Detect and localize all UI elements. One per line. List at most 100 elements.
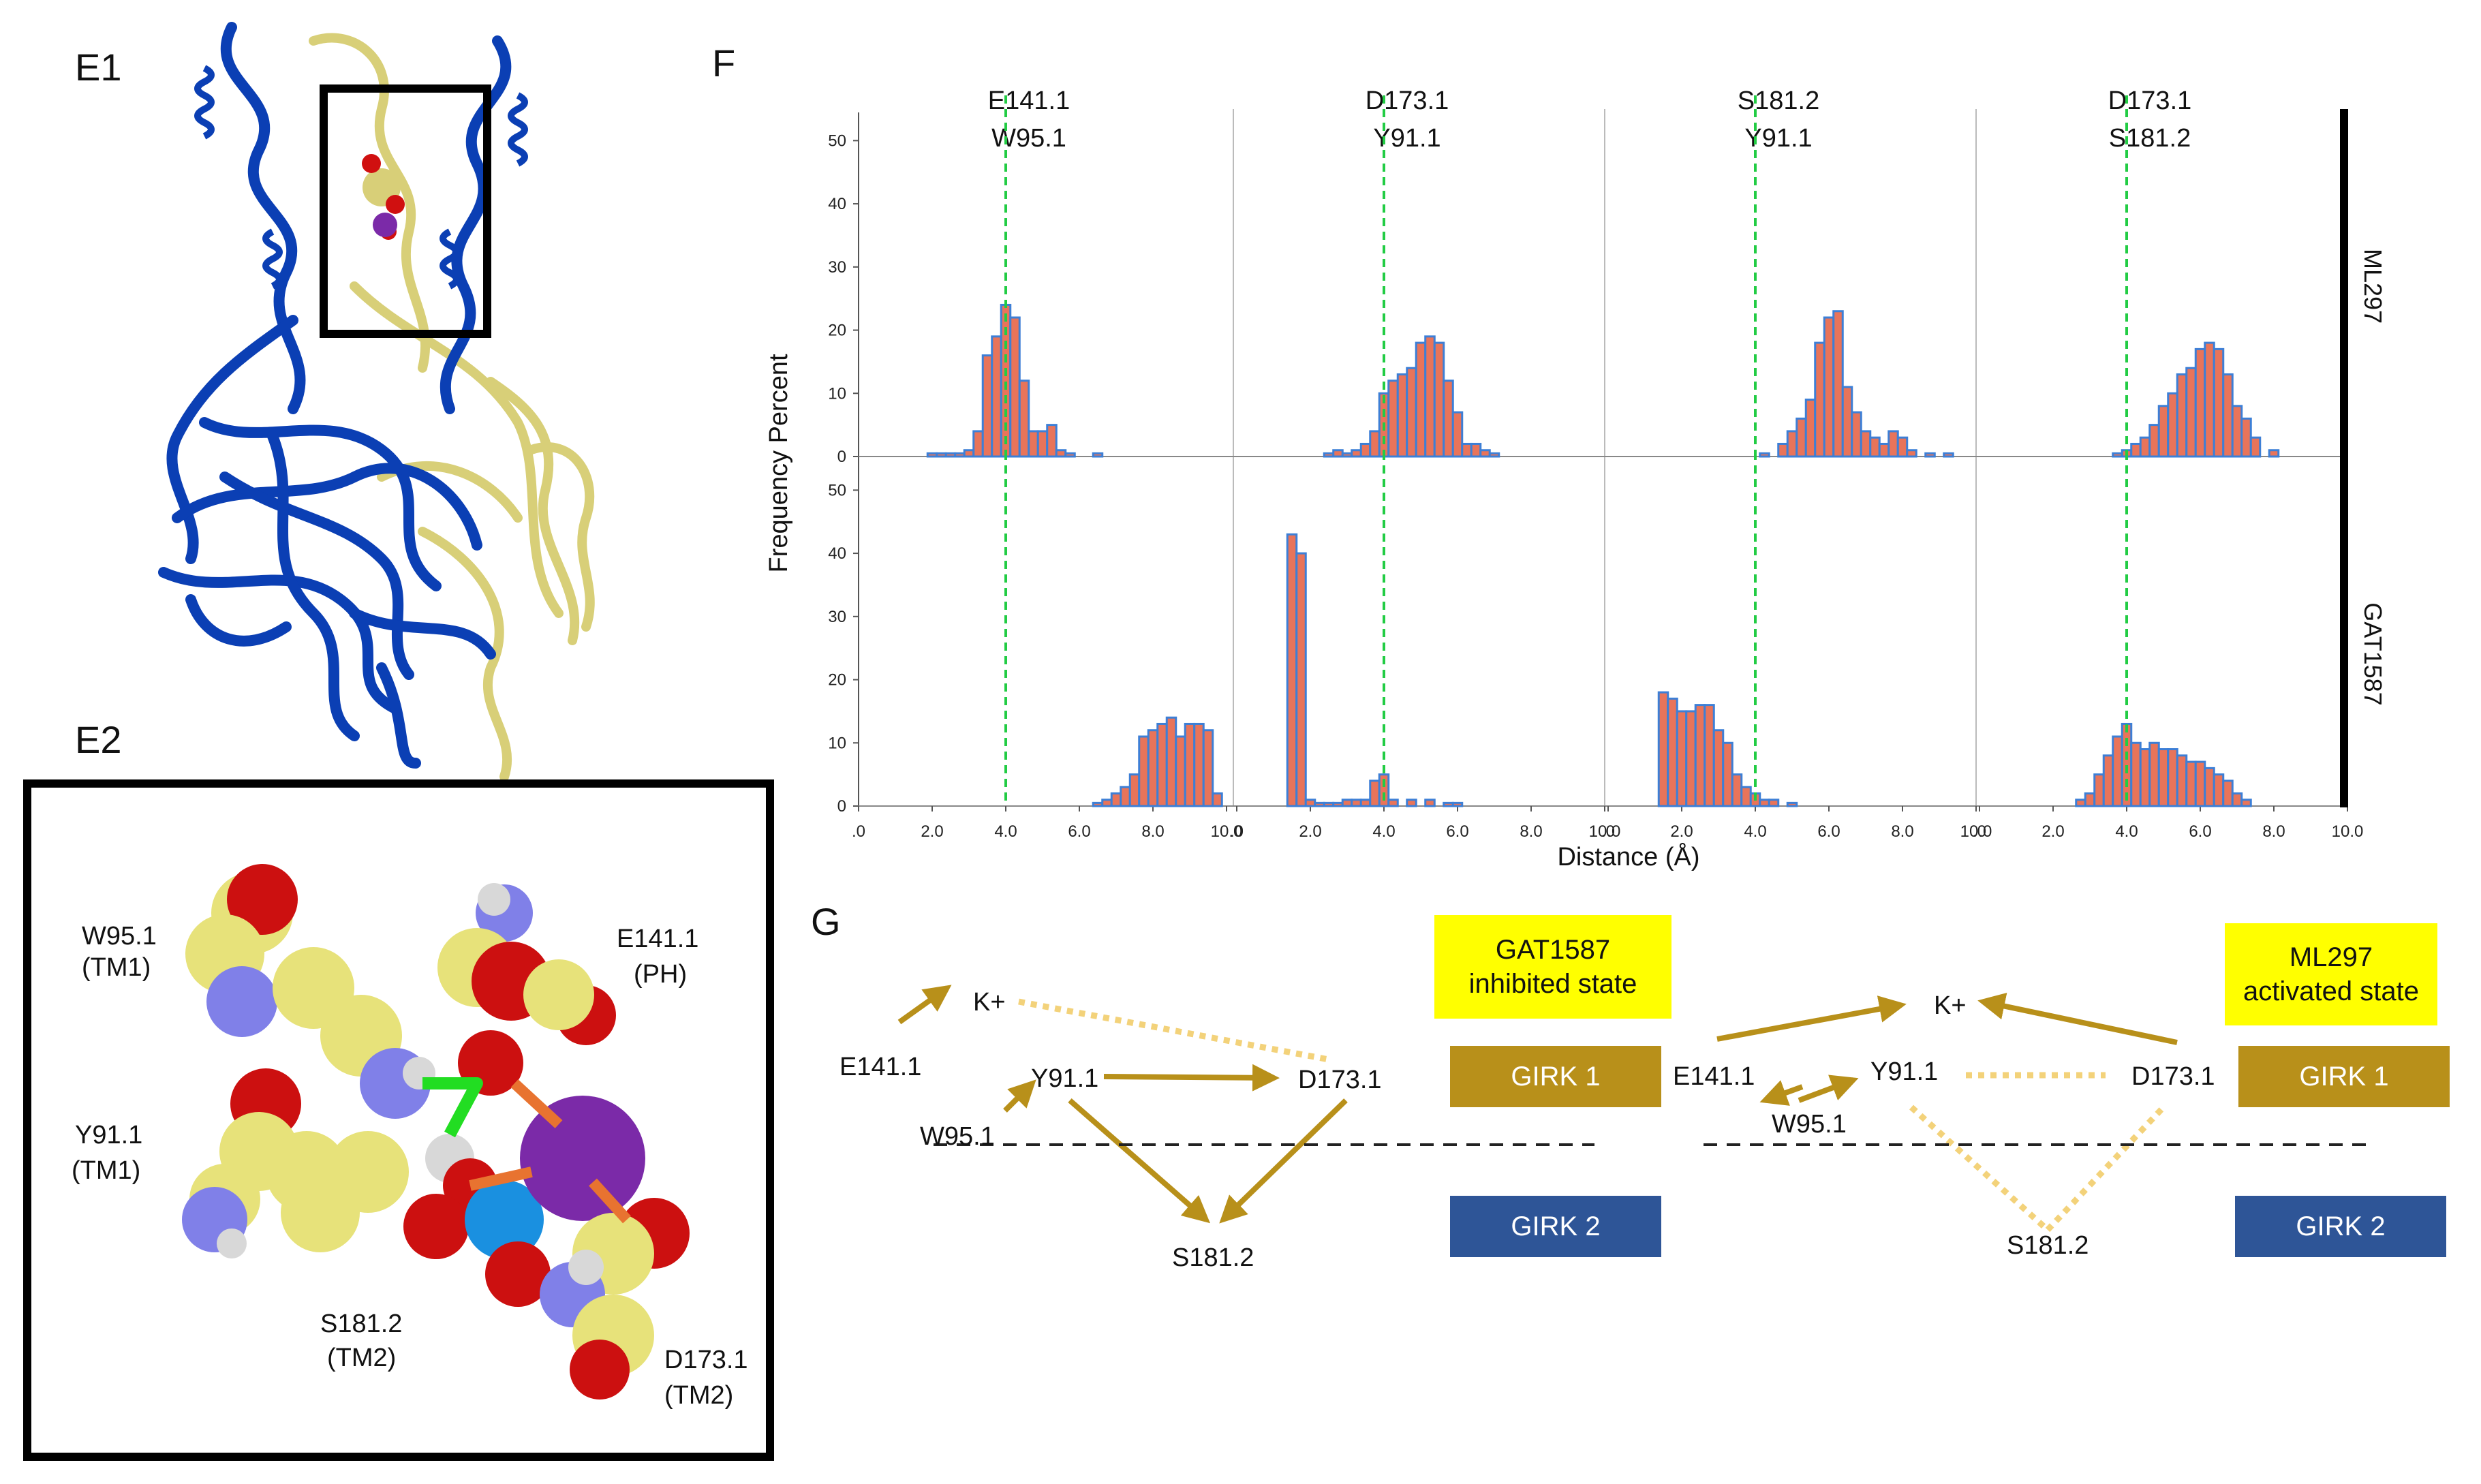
girk2-box-right: GIRK 2: [2235, 1196, 2446, 1257]
histogram-bar: [1304, 799, 1316, 807]
histogram-bar: [1396, 373, 1408, 458]
histogram-bar: [1667, 697, 1678, 807]
histogram-bar: [2112, 735, 2123, 807]
histogram-bar: [1202, 729, 1214, 807]
histogram-bar: [2157, 405, 2170, 458]
row-label-gat1587: GAT1587: [2359, 602, 2387, 705]
histogram-bar: [1887, 430, 1899, 458]
histogram-bar: [1451, 411, 1464, 458]
histogram-bar: [2194, 347, 2206, 458]
histogram-bar: [2213, 773, 2225, 807]
histogram-bar: [1906, 449, 1917, 458]
histogram-bar: [1018, 380, 1030, 458]
histogram-bar: [1777, 442, 1789, 458]
histogram-bar: [2240, 417, 2252, 458]
histogram-bar: [1823, 316, 1835, 458]
y-tick-label: 10: [828, 384, 846, 403]
histogram-bar: [1341, 799, 1353, 807]
histogram-bar: [1314, 801, 1325, 807]
histogram-bar: [1740, 786, 1752, 807]
histogram-bar: [1704, 704, 1715, 807]
histogram-bar: [1332, 801, 1344, 807]
histogram-bar: [2204, 767, 2215, 807]
histogram-bar: [1138, 735, 1150, 807]
histogram-bar: [1101, 799, 1113, 807]
histogram-bar: [944, 452, 957, 458]
histogram-bar: [1055, 449, 1067, 458]
histogram-bar: [2075, 799, 2086, 807]
residue-spacefill-illustration: [182, 864, 690, 1400]
histogram-bar: [1443, 380, 1454, 458]
g-left-s181: S181.2: [1172, 1243, 1254, 1272]
histogram-bar: [1832, 310, 1844, 458]
histogram-bar: [1110, 792, 1122, 807]
e2-label-e141-sub: (PH): [634, 960, 687, 989]
histogram-bar: [1387, 380, 1399, 458]
histogram-bar: [1286, 533, 1298, 807]
panel-label-e1: E1: [75, 46, 122, 89]
histogram-bar: [1175, 735, 1186, 807]
y-tick-label: 40: [828, 544, 846, 563]
histogram-bar: [1878, 442, 1890, 458]
histogram-bar: [2139, 748, 2151, 807]
gat1587-state-box: GAT1587 inhibited state: [1434, 915, 1671, 1019]
x-tick-label: 2.0: [1670, 822, 1693, 841]
e2-label-s181: S181.2: [320, 1310, 402, 1338]
x-tick-label: 4.0: [994, 822, 1017, 841]
girk1-box-right: GIRK 1: [2238, 1046, 2450, 1107]
y-tick-label: 30: [828, 258, 846, 277]
histogram-bar: [2148, 741, 2160, 807]
g-right-s181: S181.2: [2007, 1231, 2089, 1260]
histogram-bar: [1120, 786, 1131, 807]
gat1587-state-line2: inhibited state: [1468, 969, 1637, 999]
panel-label-g: G: [811, 900, 841, 943]
histogram-bar: [1128, 773, 1141, 807]
histogram-bar: [1759, 799, 1770, 807]
x-tick-label: 8.0: [1891, 822, 1913, 841]
histogram-bar: [1685, 710, 1697, 807]
histogram-bar: [1369, 430, 1381, 458]
g-right-network: [1704, 993, 2371, 1233]
histogram-bar: [1814, 341, 1825, 458]
x-tick-label: 2.0: [1299, 822, 1321, 841]
histogram-bar: [2176, 754, 2188, 807]
histogram-bar: [2194, 760, 2206, 807]
g-left-y91: Y91.1: [1031, 1064, 1098, 1093]
x-tick-label: 2.0: [2041, 822, 2064, 841]
e2-label-w95-sub: (TM1): [82, 953, 151, 982]
y-tick-label: 0: [837, 448, 846, 466]
histogram-bar: [1406, 799, 1417, 807]
histogram-bar: [972, 430, 984, 458]
y-tick-label: 30: [828, 608, 846, 626]
histogram-bar: [1193, 722, 1205, 807]
histogram-bar: [1461, 442, 1473, 458]
x-tick-label: 10.0: [1589, 822, 1621, 841]
histogram-bar: [1479, 449, 1491, 458]
histogram-bar: [2213, 347, 2225, 458]
histogram-bar: [2268, 449, 2280, 458]
histogram-bar: [1351, 799, 1362, 807]
girk2-box-left: GIRK 2: [1450, 1196, 1661, 1257]
histogram-grid: 0 10 20 30 40 50 0 10 20 30 40 50 E141.1 W95.1 .0 2.0 4.…: [828, 87, 2363, 841]
histogram-bar: [1943, 452, 1954, 458]
histogram-bar: [1712, 729, 1725, 807]
panel-label-e2: E2: [75, 718, 122, 761]
g-left-kplus: K+: [973, 988, 1006, 1017]
histogram-bar: [2112, 452, 2123, 458]
histogram-bar: [1415, 341, 1427, 458]
histogram-bar: [1424, 799, 1436, 807]
histogram-bar: [1860, 430, 1872, 458]
e2-label-w95: W95.1: [82, 922, 157, 950]
protein-structure-illustration: [158, 22, 595, 782]
ml297-state-line2: activated state: [2243, 976, 2419, 1006]
e2-label-y91-sub: (TM1): [72, 1156, 140, 1185]
e2-label-s181-sub: (TM2): [327, 1344, 396, 1372]
y-axis-label: Frequency Percent: [765, 354, 793, 572]
histogram-bar: [1028, 430, 1039, 458]
histogram-bar: [1332, 449, 1344, 458]
histogram-bar: [1841, 386, 1853, 458]
histogram-bar: [2102, 754, 2114, 807]
x-tick-label: 6.0: [2189, 822, 2211, 841]
histogram-bar: [1064, 452, 1076, 458]
histogram-bar: [1147, 729, 1159, 807]
